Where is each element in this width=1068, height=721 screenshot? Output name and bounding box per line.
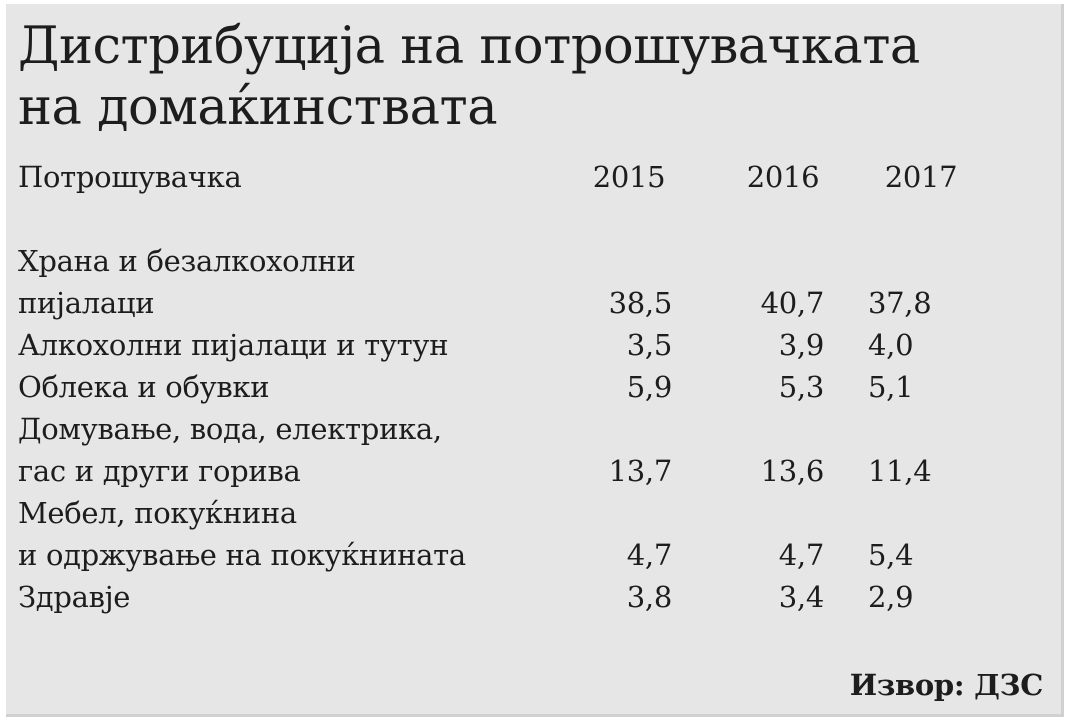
value-2016: 13,6 xyxy=(760,454,825,488)
value-2016: 3,4 xyxy=(778,580,825,614)
row-label: Здравје xyxy=(18,576,130,618)
value-2016: 4,7 xyxy=(778,538,825,572)
title-line-2: на домаќинствата xyxy=(18,78,498,137)
value-2015: 13,7 xyxy=(608,454,673,488)
row-label-line: Алкохолни пијалаци и тутун xyxy=(18,328,449,362)
title-line-1: Дистрибуција на потрошувачката xyxy=(18,17,920,76)
value-2017: 2,9 xyxy=(868,580,914,614)
value-2017: 5,4 xyxy=(868,538,914,572)
column-header-2016: 2016 xyxy=(746,160,820,194)
value-2016: 5,3 xyxy=(778,370,825,404)
value-2016: 40,7 xyxy=(760,286,825,320)
page-title: Дистрибуција на потрошувачката на домаќи… xyxy=(18,16,1048,138)
row-label: Домување, вода, електрика, гас и други г… xyxy=(18,408,442,492)
row-label-line: Мебел, покуќнина xyxy=(18,496,297,530)
value-2015: 4,7 xyxy=(626,538,673,572)
table-row: Мебел, покуќнина и одржување на покуќнин… xyxy=(18,492,1048,576)
row-label-line: пијалаци xyxy=(18,286,155,320)
data-table: Храна и безалкохолни пијалаци 38,5 40,7 … xyxy=(18,240,1048,618)
row-label-line: Храна и безалкохолни xyxy=(18,244,356,278)
value-2015: 3,5 xyxy=(626,328,673,362)
table-row: Здравје 3,8 3,4 2,9 xyxy=(18,576,1048,618)
row-label-line: и одржување на покуќнината xyxy=(18,538,466,572)
value-2017: 37,8 xyxy=(868,286,932,320)
value-2015: 5,9 xyxy=(626,370,673,404)
value-2016: 3,9 xyxy=(778,328,825,362)
value-2015: 38,5 xyxy=(608,286,673,320)
value-2015: 3,8 xyxy=(626,580,673,614)
row-label-line: Здравје xyxy=(18,580,131,614)
column-header-2015: 2015 xyxy=(592,160,666,194)
table-row: Храна и безалкохолни пијалаци 38,5 40,7 … xyxy=(18,240,1048,324)
column-header-label: Потрошувачка xyxy=(18,160,242,194)
row-label: Храна и безалкохолни пијалаци xyxy=(18,240,356,324)
row-label: Мебел, покуќнина и одржување на покуќнин… xyxy=(18,492,466,576)
row-label-line: Облека и обувки xyxy=(18,370,270,404)
value-2017: 11,4 xyxy=(868,454,932,488)
value-2017: 5,1 xyxy=(868,370,914,404)
value-2017: 4,0 xyxy=(868,328,914,362)
row-label: Алкохолни пијалаци и тутун xyxy=(18,324,449,366)
column-header-2017: 2017 xyxy=(884,160,958,194)
row-label-line: Домување, вода, електрика, xyxy=(18,412,442,446)
row-label: Облека и обувки xyxy=(18,366,270,408)
source-note: Извор: ДЗС xyxy=(849,668,1044,702)
table-row: Домување, вода, електрика, гас и други г… xyxy=(18,408,1048,492)
table-header: Потрошувачка 2015 2016 2017 xyxy=(18,157,1048,197)
table-row: Облека и обувки 5,9 5,3 5,1 xyxy=(18,366,1048,408)
infographic-panel: Дистрибуција на потрошувачката на домаќи… xyxy=(6,4,1064,717)
table-row: Алкохолни пијалаци и тутун 3,5 3,9 4,0 xyxy=(18,324,1048,366)
row-label-line: гас и други горива xyxy=(18,454,301,488)
